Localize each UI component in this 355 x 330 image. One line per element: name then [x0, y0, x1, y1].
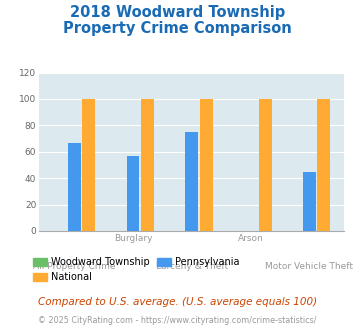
- Bar: [68, 143, 81, 231]
- Text: Property Crime Comparison: Property Crime Comparison: [63, 21, 292, 36]
- Text: Compared to U.S. average. (U.S. average equals 100): Compared to U.S. average. (U.S. average …: [38, 297, 317, 307]
- Text: © 2025 CityRating.com - https://www.cityrating.com/crime-statistics/: © 2025 CityRating.com - https://www.city…: [38, 316, 317, 325]
- Bar: [317, 99, 330, 231]
- Bar: [126, 156, 140, 231]
- Text: Motor Vehicle Theft: Motor Vehicle Theft: [265, 262, 353, 271]
- Legend: Woodward Township, National, Pennsylvania: Woodward Township, National, Pennsylvani…: [33, 257, 239, 282]
- Bar: [141, 99, 154, 231]
- Bar: [200, 99, 213, 231]
- Bar: [82, 99, 95, 231]
- Bar: [185, 132, 198, 231]
- Text: 2018 Woodward Township: 2018 Woodward Township: [70, 5, 285, 20]
- Bar: [303, 172, 316, 231]
- Bar: [259, 99, 272, 231]
- Text: All Property Crime: All Property Crime: [33, 262, 115, 271]
- Text: Larceny & Theft: Larceny & Theft: [155, 262, 228, 271]
